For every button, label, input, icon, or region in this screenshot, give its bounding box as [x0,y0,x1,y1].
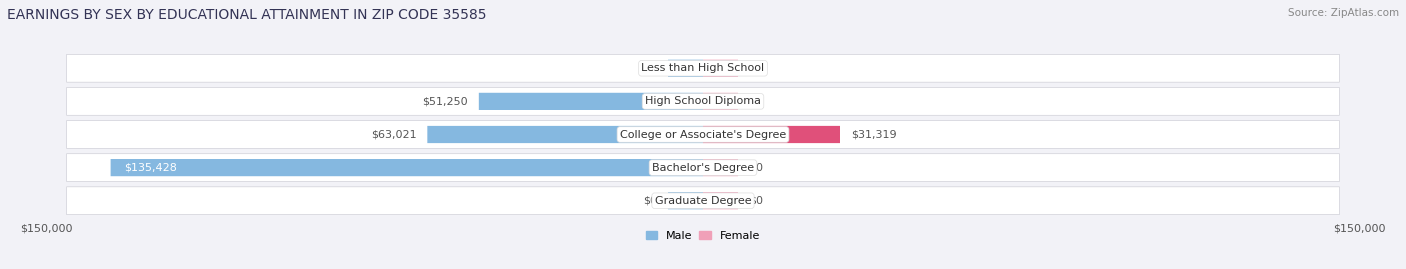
Text: $51,250: $51,250 [422,96,468,107]
FancyBboxPatch shape [703,159,738,176]
FancyBboxPatch shape [111,159,703,176]
FancyBboxPatch shape [66,54,1340,82]
Text: High School Diploma: High School Diploma [645,96,761,107]
FancyBboxPatch shape [66,187,1340,215]
FancyBboxPatch shape [668,192,703,209]
FancyBboxPatch shape [66,154,1340,182]
Text: $31,319: $31,319 [851,129,897,140]
Text: EARNINGS BY SEX BY EDUCATIONAL ATTAINMENT IN ZIP CODE 35585: EARNINGS BY SEX BY EDUCATIONAL ATTAINMEN… [7,8,486,22]
FancyBboxPatch shape [668,60,703,77]
Text: $0: $0 [749,196,763,206]
Text: College or Associate's Degree: College or Associate's Degree [620,129,786,140]
Text: Bachelor's Degree: Bachelor's Degree [652,162,754,173]
Text: Less than High School: Less than High School [641,63,765,73]
FancyBboxPatch shape [703,126,839,143]
Text: $135,428: $135,428 [124,162,177,173]
FancyBboxPatch shape [703,93,738,110]
FancyBboxPatch shape [66,121,1340,148]
Text: Source: ZipAtlas.com: Source: ZipAtlas.com [1288,8,1399,18]
FancyBboxPatch shape [427,126,703,143]
FancyBboxPatch shape [66,87,1340,115]
Text: $63,021: $63,021 [371,129,416,140]
Text: Graduate Degree: Graduate Degree [655,196,751,206]
Legend: Male, Female: Male, Female [647,231,759,241]
Text: $0: $0 [643,196,657,206]
FancyBboxPatch shape [479,93,703,110]
Text: $0: $0 [749,63,763,73]
Text: $0: $0 [749,162,763,173]
Text: $0: $0 [643,63,657,73]
FancyBboxPatch shape [703,60,738,77]
Text: $0: $0 [749,96,763,107]
FancyBboxPatch shape [703,192,738,209]
